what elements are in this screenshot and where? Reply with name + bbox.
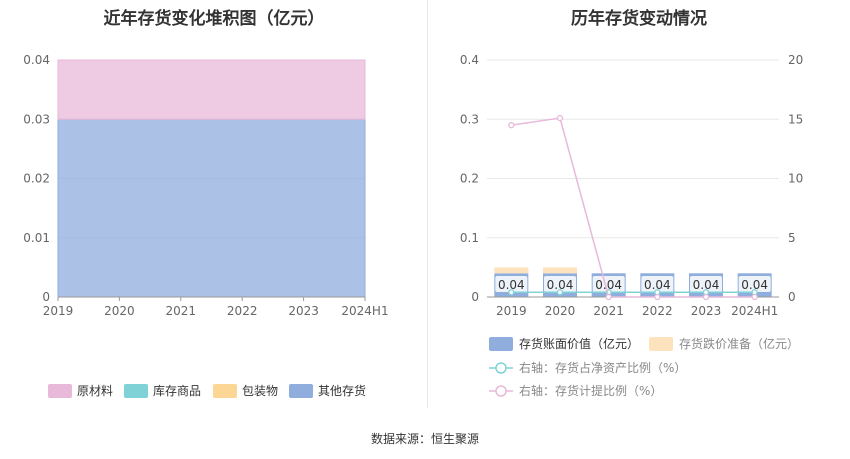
data-label-bg xyxy=(592,276,625,292)
data-label-bg xyxy=(690,276,722,292)
y-right-tick-label: 20 xyxy=(788,53,803,67)
legend-marker xyxy=(495,362,507,374)
area-3 xyxy=(57,118,366,298)
line-series-1 xyxy=(511,117,755,298)
panel-divider xyxy=(427,0,428,408)
legend-label: 右轴：存货计提比例（%） xyxy=(519,383,662,398)
x-tick-label: 2024H1 xyxy=(341,304,388,318)
y-left-tick-label: 0.2 xyxy=(460,172,479,186)
legend-label: 原材料 xyxy=(77,384,113,398)
x-tick-label: 2020 xyxy=(545,304,576,318)
x-tick-label: 2023 xyxy=(691,304,722,318)
legend-label: 包装物 xyxy=(242,384,278,398)
y-tick-label: 0.04 xyxy=(23,53,50,67)
legend-swatch xyxy=(289,384,313,398)
bar-data-label: 0.04 xyxy=(595,278,622,292)
left-chart-panel: 近年存货变化堆积图（亿元） 0 0.01 0.02 0.03 0.04 2019 2020 2… xyxy=(0,0,428,410)
x-tick-label: 2022 xyxy=(227,304,258,318)
bar-data-label: 0.04 xyxy=(693,278,720,292)
legend-label: 其他存货 xyxy=(318,383,366,398)
y-left-tick-label: 0.1 xyxy=(460,231,479,245)
data-label-bg xyxy=(544,276,576,292)
y-left-tick-label: 0.4 xyxy=(460,53,479,67)
y-right-tick-label: 10 xyxy=(788,172,803,186)
y-left-tick-label: 0 xyxy=(471,290,479,304)
right-chart-title: 历年存货变动情况 xyxy=(571,9,707,29)
legend-label: 存货账面价值（亿元） xyxy=(519,336,639,351)
right-chart-panel: 历年存货变动情况 0 0.1 0.2 0.3 0.4 0 5 10 15 20 0.04 0.04 0.… xyxy=(428,0,850,410)
y-right-tick-label: 5 xyxy=(788,231,796,245)
x-tick-label: 2019 xyxy=(43,304,74,318)
y-right-tick-label: 15 xyxy=(788,112,803,126)
legend-swatch xyxy=(124,384,148,398)
line-point xyxy=(556,114,564,122)
bar-data-label: 0.04 xyxy=(547,278,574,292)
line-point xyxy=(508,122,515,129)
legend-marker xyxy=(495,385,507,397)
data-source-footer: 数据来源：恒生聚源 xyxy=(370,432,479,446)
line-point xyxy=(654,293,661,301)
x-tick-label: 2021 xyxy=(593,304,624,318)
legend-swatch xyxy=(213,384,237,398)
left-chart-title: 近年存货变化堆积图（亿元） xyxy=(103,9,325,29)
legend-label: 右轴：存货占净资产比例（%） xyxy=(519,360,686,375)
stacked-area-chart: 0 0.01 0.02 0.03 0.04 2019 2020 2021 2022 2023 202… xyxy=(23,53,389,398)
y-left-tick-label: 0.3 xyxy=(460,112,479,126)
data-label-bg xyxy=(641,276,674,292)
line-point xyxy=(556,289,564,296)
x-tick-label: 2019 xyxy=(496,304,527,318)
bar-data-label: 0.04 xyxy=(644,278,671,292)
legend-swatch xyxy=(489,337,513,351)
bar-data-label: 0.04 xyxy=(741,278,768,292)
data-label-bg xyxy=(495,276,528,292)
line-point xyxy=(751,293,758,301)
line-point xyxy=(508,289,515,296)
line-point xyxy=(702,293,710,301)
bar-impairment xyxy=(543,267,577,274)
y-tick-label: 0.02 xyxy=(23,172,50,186)
y-tick-label: 0.03 xyxy=(23,112,50,126)
x-tick-label: 2020 xyxy=(104,304,135,318)
x-tick-label: 2021 xyxy=(166,304,197,318)
legend-label: 存货跌价准备（亿元） xyxy=(679,336,799,351)
legend-swatch xyxy=(649,337,673,351)
y-tick-label: 0 xyxy=(42,290,50,304)
inventory-change-chart: 0 0.1 0.2 0.3 0.4 0 5 10 15 20 0.04 0.04 0.04 0.04 0.0… xyxy=(460,53,803,398)
bar-impairment xyxy=(494,267,529,274)
x-tick-label: 2024H1 xyxy=(731,304,778,318)
y-tick-label: 0.01 xyxy=(23,231,50,245)
area-0 xyxy=(57,59,366,120)
line-point xyxy=(605,293,612,301)
data-label-bg xyxy=(738,276,771,292)
x-tick-label: 2022 xyxy=(642,304,673,318)
legend-label: 库存商品 xyxy=(153,383,201,398)
bar-data-label: 0.04 xyxy=(498,278,525,292)
x-tick-label: 2023 xyxy=(288,304,319,318)
y-right-tick-label: 0 xyxy=(788,290,796,304)
legend-swatch xyxy=(48,384,72,398)
